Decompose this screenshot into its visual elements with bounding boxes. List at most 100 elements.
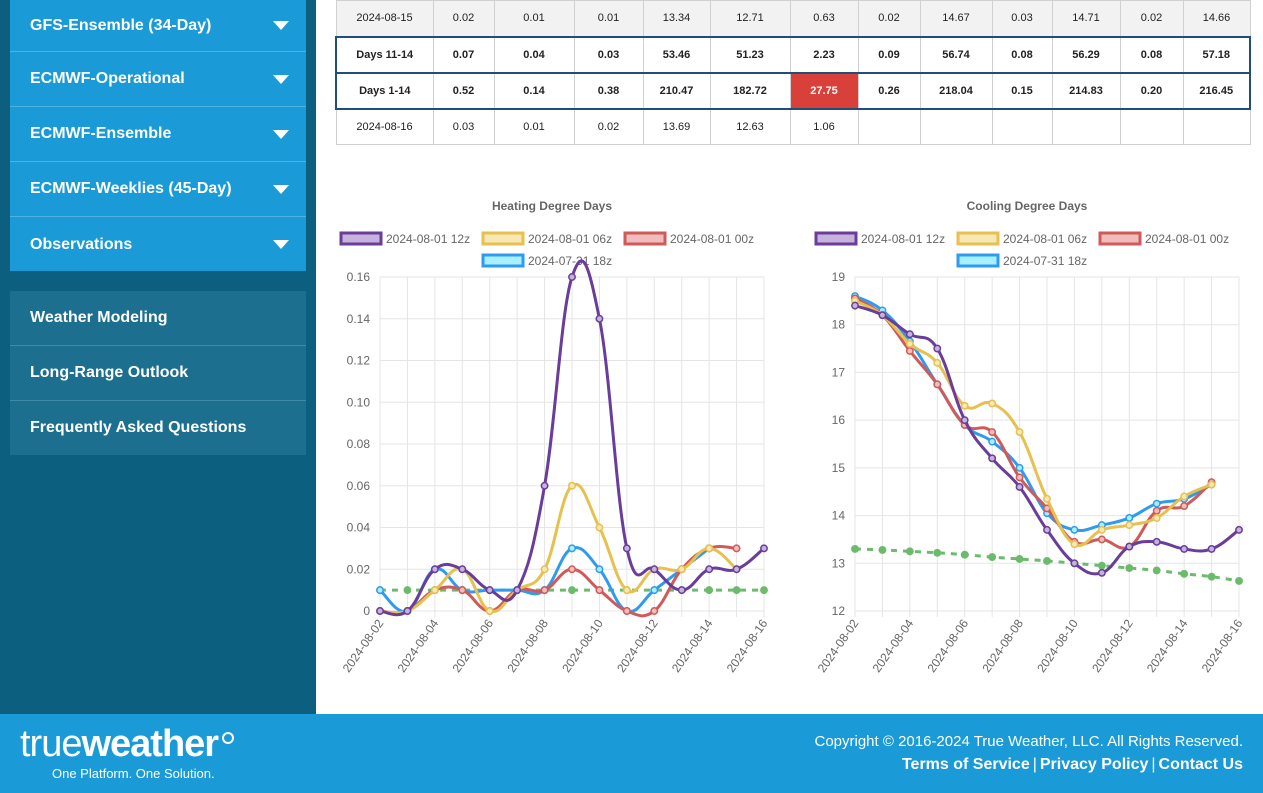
logo-sun-icon [222,732,235,744]
menu-item-gfs-ensemble[interactable]: GFS-Ensemble (34-Day) [10,0,306,52]
data-point [1097,525,1106,534]
table-cell: 0.09 [857,35,921,74]
copyright-text: Copyright © 2016-2024 True Weather, LLC.… [814,733,1243,750]
x-tick-label: 2024-08-12 [614,616,661,675]
data-point [403,607,412,615]
privacy-policy-link[interactable]: Privacy Policy [1039,756,1149,773]
x-tick-label: 2024-08-04 [870,616,917,675]
data-point [595,565,604,574]
x-tick-label: 2024-08-12 [1089,616,1136,675]
legend-item[interactable]: 2024-08-01 00z [623,231,754,246]
nav-faq[interactable]: Frequently Asked Questions [30,419,247,436]
legend-item[interactable]: 2024-08-01 00z [1098,231,1229,246]
table-cell: 0.02 [1119,0,1184,37]
table-cell: 0.03 [432,108,495,145]
data-point [760,544,768,553]
data-point [705,586,714,595]
legend-swatch [481,253,525,268]
x-tick-label: 2024-08-06 [924,616,971,675]
menu-item-ecmwf-operational[interactable]: ECMWF-Operational [10,52,306,107]
legend-item[interactable]: 2024-07-31 18z [956,253,1087,268]
table-cell: 214.83 [1051,71,1121,110]
menu-item-ecmwf-weeklies[interactable]: ECMWF-Weeklies (45-Day) [10,162,306,217]
chevron-down-icon[interactable] [273,184,289,194]
data-point [1152,537,1161,546]
legend-label: 2024-08-01 00z [670,232,754,246]
contact-us-link[interactable]: Contact Us [1158,756,1243,773]
table-cell: 0.63 [789,0,859,37]
series-line [379,545,737,618]
degree-day-table: 2024-08-15 0.02 0.01 0.01 13.34 12.71 0.63 0.02… [335,0,1251,145]
data-point [677,586,686,595]
data-point [732,565,741,574]
y-tick-label: 13 [832,556,846,570]
data-point [540,481,549,490]
data-point [905,339,914,348]
chart-svg: Cooling Degree Days 2024-08-01 12z 2024-08… [814,199,1246,675]
table-cell [857,108,921,145]
y-tick-label: 0 [363,604,370,618]
data-point [1015,482,1024,491]
terms-of-service-link[interactable]: Terms of Service [901,756,1030,773]
row-label-cell: 2024-08-15 [335,0,434,37]
trueweather-logo[interactable]: trueweather One Platform. One Solution. [20,724,235,781]
table-cell: 0.02 [857,0,921,37]
table-cell [991,108,1053,145]
legend-item[interactable]: 2024-08-01 12z [814,231,945,246]
data-point [988,399,997,408]
table-cell: 57.18 [1182,35,1251,74]
cooling-degree-days-chart: Cooling Degree Days 2024-08-01 12z 2024-08… [805,190,1246,690]
legend-item[interactable]: 2024-08-01 06z [956,231,1087,246]
data-point [568,586,576,595]
footer-links: Terms of Service | Privacy Policy | Contact … [902,756,1243,774]
table-cell: 13.34 [642,0,711,37]
legend-swatch [956,253,1000,268]
chevron-down-icon[interactable] [273,240,289,249]
data-point [988,454,997,463]
data-point [376,586,384,595]
table-cell: 0.03 [991,0,1053,37]
table-cell: 0.08 [1119,35,1184,74]
legend-swatch [481,231,525,246]
x-tick-label: 2024-08-10 [559,616,606,675]
table-row: Days 1-14 0.52 0.14 0.38 210.47 182.72 27.75 0.… [335,71,1251,110]
data-point [540,565,549,574]
table-cell: 13.69 [642,108,711,145]
legend-label: 2024-08-01 06z [1003,232,1087,246]
legend-item[interactable]: 2024-08-01 06z [481,231,612,246]
data-point [568,565,576,574]
table-row: 2024-08-16 0.03 0.01 0.02 13.69 12.63 1.06 [335,108,1251,145]
table-cell: 12.63 [709,108,791,145]
data-point [1043,556,1051,565]
legend-item[interactable]: 2024-08-01 12z [339,231,470,246]
menu-item-label: Observations [30,235,133,253]
data-point [705,565,714,574]
chevron-down-icon[interactable] [273,129,289,139]
chart-svg: Heating Degree Days 2024-08-01 12z 2024-08… [339,199,771,675]
x-tick-label: 2024-08-16 [1199,616,1246,675]
legend-item[interactable]: 2024-07-31 18z [481,253,612,268]
data-point [1125,564,1134,573]
chevron-down-icon[interactable] [273,74,289,84]
data-point [1070,525,1079,534]
table-cell: 2.23 [789,35,859,74]
row-label-cell: Days 1-14 [335,71,434,110]
data-point [1152,566,1161,575]
nav-long-range-outlook[interactable]: Long-Range Outlook [10,346,306,401]
table-cell: 0.26 [857,71,921,110]
menu-item-observations[interactable]: Observations [10,217,306,272]
nav-weather-modeling[interactable]: Weather Modeling [10,291,306,346]
x-tick-label: 2024-08-02 [340,616,387,675]
x-tick-label: 2024-08-04 [395,616,442,675]
info-menu: Weather Modeling Long-Range Outlook Freq… [10,291,306,455]
menu-item-ecmwf-ensemble[interactable]: ECMWF-Ensemble [10,107,306,162]
data-point [595,314,604,323]
x-tick-label: 2024-08-16 [724,616,771,675]
y-tick-label: 0.14 [347,312,371,326]
table-cell: 1.06 [789,108,859,145]
y-tick-label: 18 [832,318,846,332]
chevron-down-icon[interactable] [273,21,289,30]
table-row: 2024-08-15 0.02 0.01 0.01 13.34 12.71 0.63 0.02… [335,0,1251,37]
menu-item-label: GFS-Ensemble (34-Day) [30,16,212,34]
data-point [1125,542,1134,551]
